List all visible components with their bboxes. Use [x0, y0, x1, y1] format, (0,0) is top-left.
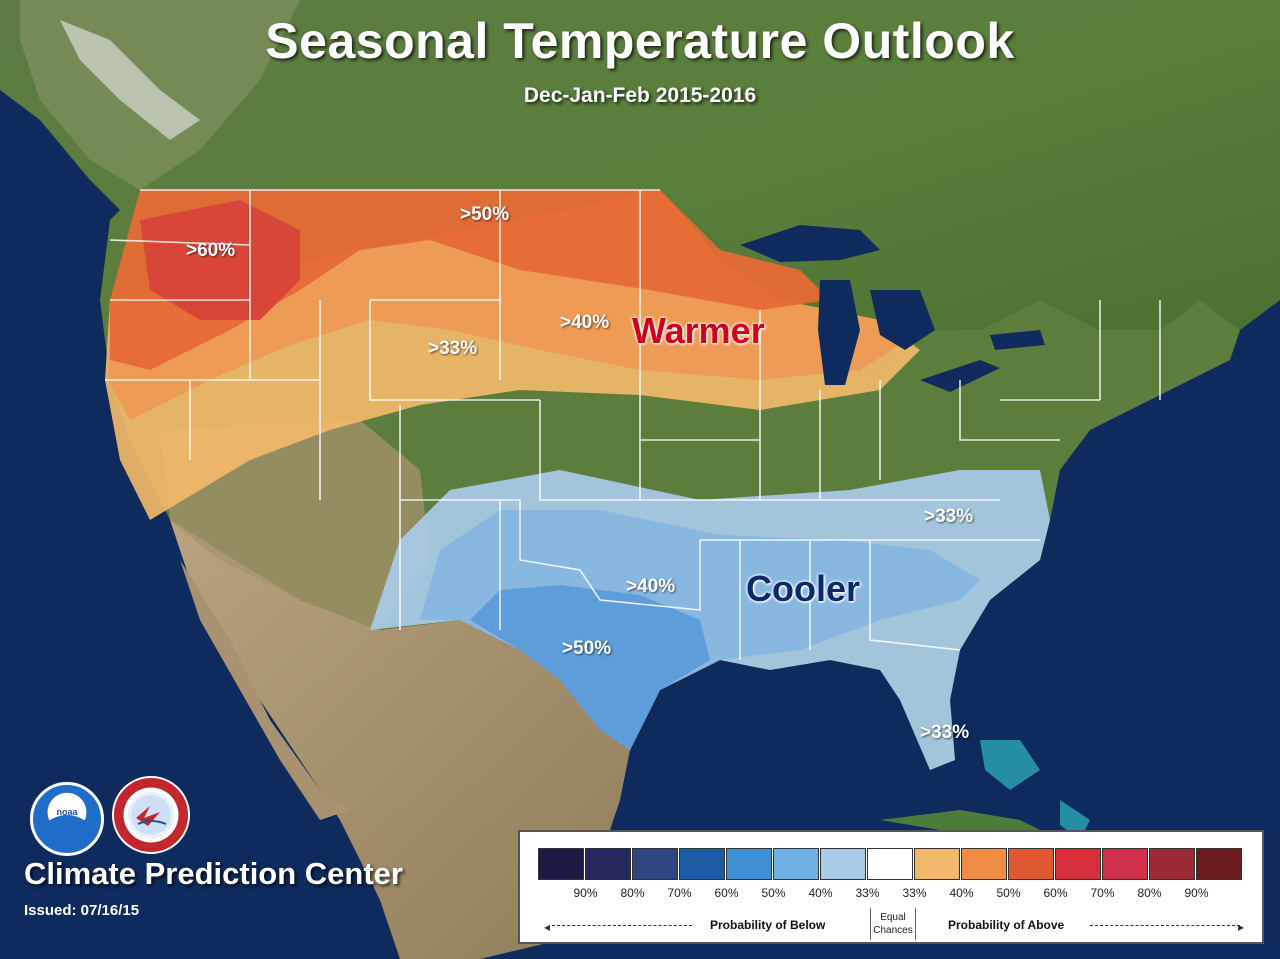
right-arrow-icon: ▸	[1238, 920, 1245, 934]
label-warm-33: >33%	[428, 338, 478, 359]
probability-above-label: Probability of Above	[948, 918, 1065, 932]
legend-tick-label: 33%	[855, 886, 880, 900]
nws-weather-icon	[131, 795, 171, 835]
equal-line1: Equal	[880, 912, 906, 923]
label-cool-50: >50%	[562, 638, 612, 659]
mexico-land	[170, 520, 630, 959]
legend-swatch	[773, 848, 819, 880]
legend-swatch	[726, 848, 772, 880]
legend-tick-label: 50%	[996, 886, 1021, 900]
label-warm-50: >50%	[460, 204, 510, 225]
above-arrow-line	[1090, 925, 1240, 926]
legend-swatch	[538, 848, 584, 880]
below-arrow-line	[552, 925, 692, 926]
lake-michigan	[818, 280, 860, 385]
issued-date: Issued: 07/16/15	[24, 902, 140, 919]
legend-swatch	[585, 848, 631, 880]
warm-band-60	[140, 200, 300, 320]
legend-swatch	[1102, 848, 1148, 880]
legend-tick-label: 50%	[761, 886, 786, 900]
label-warm-40: >40%	[560, 312, 610, 333]
legend-tick-label: 60%	[1043, 886, 1068, 900]
legend-swatch	[820, 848, 866, 880]
lake-huron	[870, 290, 935, 350]
legend-swatch	[914, 848, 960, 880]
legend-tick-label: 40%	[949, 886, 974, 900]
legend-tick-label: 80%	[620, 886, 645, 900]
left-arrow-icon: ◂	[544, 920, 551, 934]
probability-below-label: Probability of Below	[710, 918, 826, 932]
label-cool-33-florida: >33%	[920, 722, 970, 743]
legend-tick-label: 90%	[1184, 886, 1209, 900]
cool-band-50	[470, 585, 710, 750]
legend-tick-label: 40%	[808, 886, 833, 900]
map-subtitle: Dec-Jan-Feb 2015-2016	[523, 84, 757, 107]
legend-tick-label: 70%	[667, 886, 692, 900]
warmer-label: Warmer	[632, 310, 765, 351]
map-title: Seasonal Temperature Outlook	[265, 13, 1015, 69]
equal-line2: Chances	[873, 925, 913, 936]
legend-tick-label: 60%	[714, 886, 739, 900]
legend-swatch	[961, 848, 1007, 880]
legend-swatch	[679, 848, 725, 880]
lake-erie	[920, 360, 1000, 392]
legend-tick-label: 33%	[902, 886, 927, 900]
legend-swatch	[1196, 848, 1242, 880]
legend-tick-label: 90%	[573, 886, 598, 900]
legend-swatch	[1055, 848, 1101, 880]
legend-swatch	[1008, 848, 1054, 880]
legend-swatch	[867, 848, 913, 880]
legend-swatch	[632, 848, 678, 880]
noaa-logo: noaa	[30, 782, 104, 856]
state-borders	[105, 189, 1161, 660]
equal-chances-label: Equal Chances	[870, 908, 916, 940]
legend: 90% 80% 70% 60% 50% 40% 33% 33% 40% 50% 60% 70% 80% 9…	[518, 830, 1264, 944]
label-cool-33-east: >33%	[924, 506, 974, 527]
legend-swatches	[538, 848, 1243, 880]
label-warm-60: >60%	[186, 240, 236, 261]
legend-tick-label: 80%	[1137, 886, 1162, 900]
noaa-bird-icon: noaa	[43, 807, 91, 833]
lake-ontario	[990, 330, 1045, 350]
legend-swatch	[1149, 848, 1195, 880]
legend-ticks: 90% 80% 70% 60% 50% 40% 33% 33% 40% 50% 60% 70% 80% 9…	[538, 886, 1220, 900]
center-name: Climate Prediction Center	[24, 856, 403, 891]
lake-superior	[740, 225, 880, 262]
nws-logo	[112, 776, 190, 854]
bahamas	[980, 740, 1040, 790]
legend-tick-label: 70%	[1090, 886, 1115, 900]
cooler-label: Cooler	[746, 568, 861, 609]
svg-text:noaa: noaa	[56, 807, 78, 817]
label-cool-40: >40%	[626, 576, 676, 597]
